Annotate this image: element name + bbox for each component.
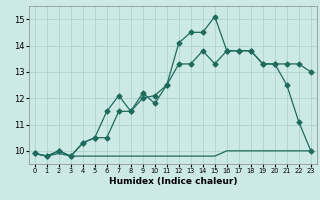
X-axis label: Humidex (Indice chaleur): Humidex (Indice chaleur): [108, 177, 237, 186]
